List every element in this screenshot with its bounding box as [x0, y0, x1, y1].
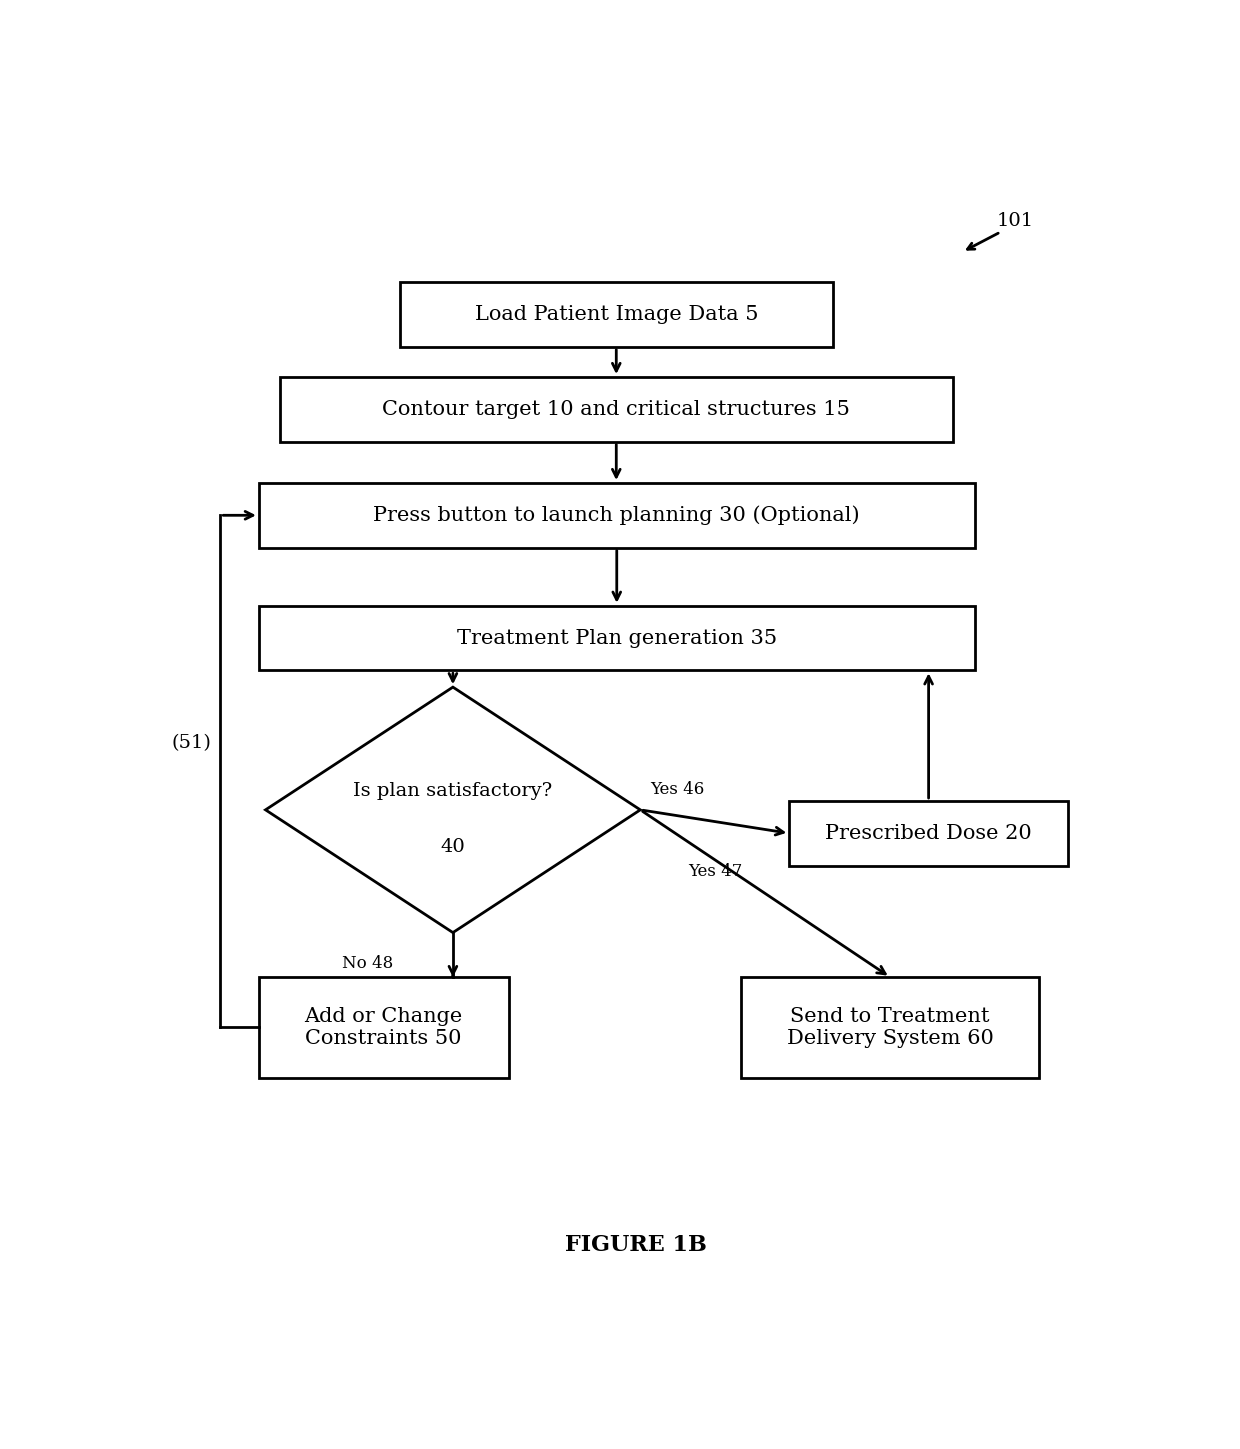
Text: Send to Treatment
Delivery System 60: Send to Treatment Delivery System 60 [786, 1007, 993, 1048]
FancyBboxPatch shape [742, 977, 1039, 1078]
Text: 101: 101 [997, 212, 1034, 230]
Text: Yes 46: Yes 46 [650, 781, 704, 798]
Text: Prescribed Dose 20: Prescribed Dose 20 [826, 824, 1032, 843]
FancyBboxPatch shape [401, 283, 832, 346]
Text: (51): (51) [171, 733, 212, 752]
Polygon shape [265, 687, 640, 933]
FancyBboxPatch shape [259, 606, 975, 671]
FancyBboxPatch shape [789, 801, 1068, 865]
Text: Treatment Plan generation 35: Treatment Plan generation 35 [456, 629, 776, 648]
Text: Press button to launch planning 30 (Optional): Press button to launch planning 30 (Opti… [373, 506, 861, 525]
Text: Add or Change
Constraints 50: Add or Change Constraints 50 [305, 1007, 463, 1048]
Text: No 48: No 48 [342, 955, 393, 972]
FancyBboxPatch shape [259, 483, 975, 548]
Text: FIGURE 1B: FIGURE 1B [564, 1235, 707, 1256]
Text: Yes 47: Yes 47 [688, 862, 743, 880]
FancyBboxPatch shape [259, 977, 508, 1078]
Text: Load Patient Image Data 5: Load Patient Image Data 5 [475, 304, 758, 325]
Text: Is plan satisfactory?: Is plan satisfactory? [353, 782, 553, 800]
Text: 40: 40 [440, 838, 465, 856]
Text: Contour target 10 and critical structures 15: Contour target 10 and critical structure… [382, 400, 851, 419]
FancyBboxPatch shape [280, 377, 952, 442]
